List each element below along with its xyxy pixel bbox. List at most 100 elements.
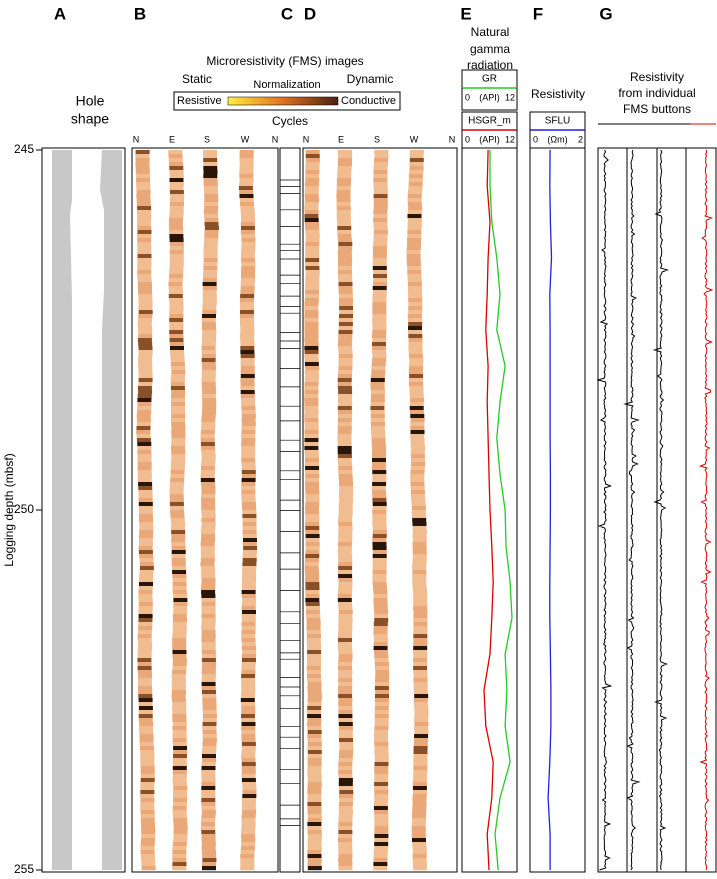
image-band bbox=[171, 450, 186, 455]
image-band bbox=[407, 198, 422, 203]
image-band bbox=[241, 710, 256, 715]
image-band bbox=[173, 834, 188, 839]
image-band bbox=[412, 794, 427, 799]
image-band bbox=[241, 602, 256, 607]
image-band bbox=[371, 422, 385, 427]
image-band bbox=[172, 702, 187, 707]
image-band bbox=[338, 850, 353, 855]
hole-title: Hole bbox=[76, 93, 105, 109]
image-band bbox=[201, 514, 216, 519]
image-band bbox=[414, 710, 429, 715]
image-band bbox=[410, 426, 425, 431]
image-band bbox=[201, 510, 216, 515]
image-band bbox=[414, 730, 429, 735]
image-band bbox=[242, 506, 257, 511]
image-band bbox=[339, 746, 354, 751]
image-band bbox=[413, 610, 428, 615]
button-trace bbox=[623, 149, 641, 871]
image-band bbox=[306, 614, 321, 619]
image-band bbox=[370, 410, 385, 415]
image-band bbox=[169, 186, 184, 191]
image-band bbox=[305, 270, 320, 275]
image-band bbox=[337, 250, 352, 255]
image-band bbox=[173, 594, 188, 599]
image-band bbox=[412, 798, 427, 803]
image-band bbox=[305, 266, 320, 271]
image-band bbox=[202, 338, 216, 343]
image-band bbox=[413, 690, 428, 695]
image-band bbox=[171, 402, 185, 407]
image-band bbox=[304, 190, 319, 195]
image-band bbox=[201, 646, 216, 651]
image-band bbox=[141, 834, 156, 839]
image-band bbox=[337, 342, 352, 347]
image-band bbox=[304, 430, 319, 435]
image-band bbox=[241, 618, 256, 623]
image-band bbox=[141, 830, 156, 835]
image-band bbox=[172, 738, 187, 743]
image-band bbox=[202, 290, 217, 295]
image-band bbox=[138, 374, 153, 379]
image-band bbox=[172, 614, 187, 619]
image-band bbox=[201, 682, 216, 687]
image-band bbox=[373, 630, 388, 635]
image-band bbox=[200, 474, 215, 479]
image-band bbox=[372, 510, 387, 515]
image-band bbox=[374, 766, 389, 771]
image-band bbox=[337, 178, 351, 183]
image-band bbox=[306, 638, 321, 643]
image-band bbox=[201, 534, 216, 539]
image-band bbox=[338, 834, 353, 839]
image-band bbox=[201, 778, 216, 783]
image-band bbox=[305, 530, 320, 535]
image-band bbox=[241, 758, 256, 763]
image-band bbox=[239, 178, 254, 183]
image-band bbox=[305, 594, 320, 599]
image-band bbox=[307, 830, 322, 835]
image-band bbox=[241, 398, 255, 403]
image-band bbox=[242, 526, 257, 531]
image-band bbox=[307, 814, 322, 819]
image-band bbox=[338, 246, 353, 251]
image-band bbox=[241, 458, 256, 463]
image-band bbox=[242, 542, 257, 547]
image-band bbox=[171, 534, 186, 539]
image-band bbox=[201, 570, 216, 575]
image-band bbox=[305, 606, 320, 611]
image-band bbox=[137, 662, 152, 667]
image-band bbox=[137, 454, 152, 459]
image-band bbox=[338, 610, 353, 615]
image-band bbox=[138, 294, 153, 299]
image-band bbox=[201, 498, 216, 503]
image-band bbox=[306, 622, 321, 627]
image-band bbox=[338, 586, 353, 591]
image-band bbox=[172, 578, 187, 583]
image-band bbox=[241, 690, 256, 695]
image-band bbox=[372, 506, 387, 511]
image-band bbox=[338, 822, 353, 827]
image-band bbox=[137, 470, 152, 475]
image-band bbox=[204, 234, 219, 239]
dynamic-label: Dynamic bbox=[347, 72, 394, 86]
image-band bbox=[374, 618, 389, 623]
image-band bbox=[202, 306, 217, 311]
image-band bbox=[407, 194, 422, 199]
image-band bbox=[201, 634, 216, 639]
image-band bbox=[170, 246, 184, 251]
image-band bbox=[171, 674, 186, 679]
image-band bbox=[374, 846, 389, 851]
hole-wall bbox=[52, 150, 72, 870]
image-band bbox=[138, 698, 153, 703]
image-band bbox=[374, 658, 389, 663]
image-band bbox=[413, 790, 427, 795]
image-band bbox=[139, 738, 154, 743]
image-band bbox=[138, 494, 153, 499]
image-band bbox=[307, 774, 322, 779]
image-band bbox=[338, 330, 353, 335]
image-band bbox=[171, 550, 186, 555]
image-band bbox=[201, 598, 216, 603]
image-band bbox=[304, 562, 319, 567]
image-band bbox=[337, 174, 352, 179]
image-band bbox=[138, 710, 153, 715]
image-band bbox=[168, 278, 183, 283]
